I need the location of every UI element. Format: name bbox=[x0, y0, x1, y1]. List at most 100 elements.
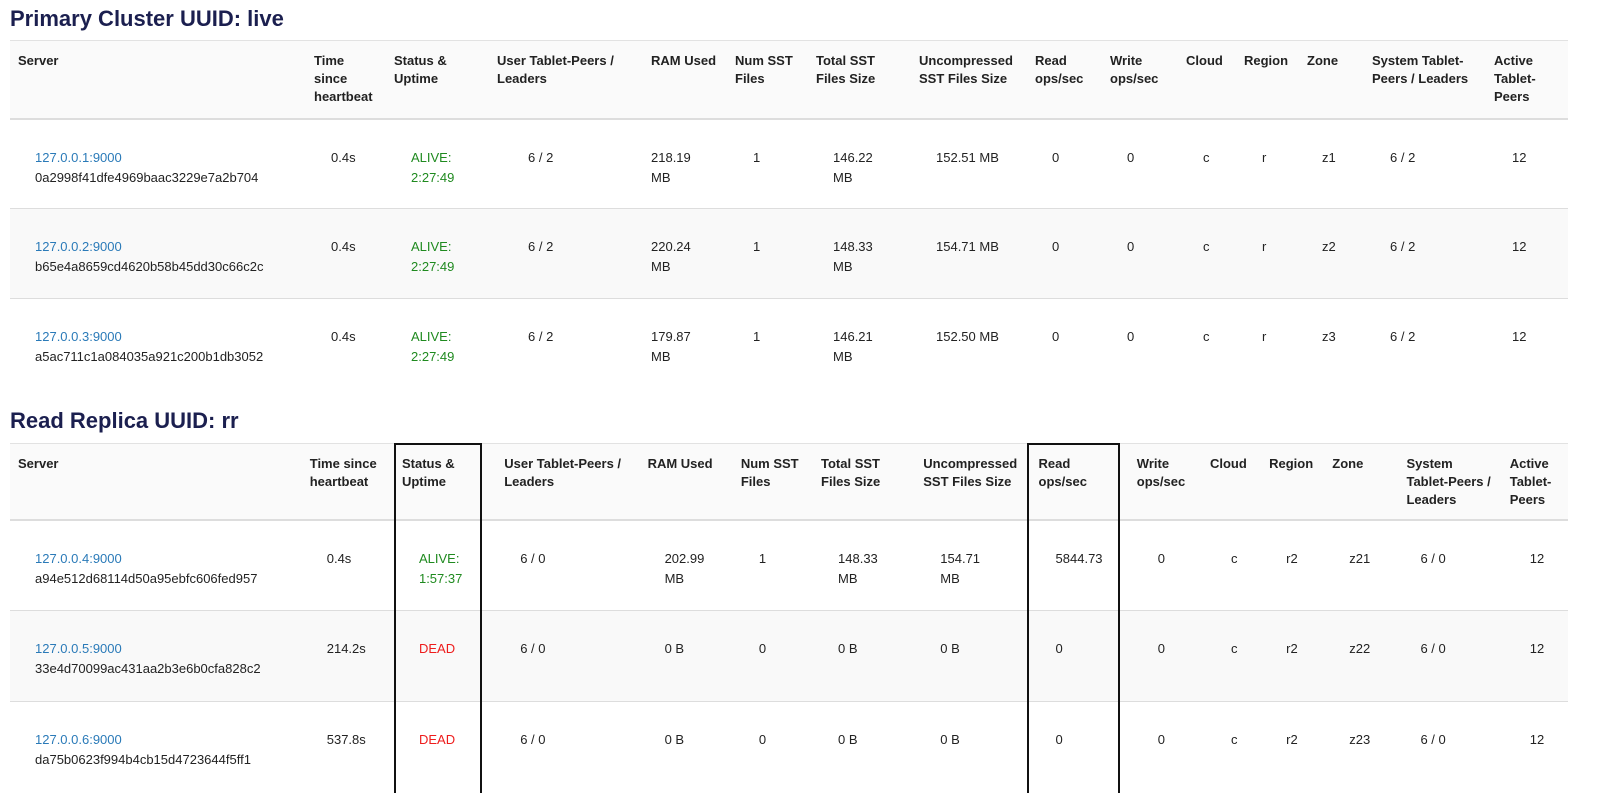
read-ops-value: 0 bbox=[1052, 239, 1060, 254]
cloud-value: c bbox=[1230, 550, 1238, 566]
system-tablet-peers-value: 6 / 2 bbox=[1390, 239, 1416, 254]
column-header-write-ops: Write ops/sec bbox=[1128, 443, 1202, 521]
cell-num-sst-files: 0 bbox=[732, 701, 814, 793]
read-ops-value: 0 bbox=[1055, 732, 1063, 747]
cell-region: r bbox=[1236, 208, 1299, 299]
header-row: Server Time since heartbeat Status & Uptim… bbox=[10, 443, 1568, 521]
server-link[interactable]: 127.0.0.2:9000 bbox=[35, 239, 122, 254]
server-link[interactable]: 127.0.0.4:9000 bbox=[35, 550, 122, 566]
server-link[interactable]: 127.0.0.5:9000 bbox=[35, 641, 122, 656]
column-header-server: Server bbox=[10, 40, 306, 120]
cell-cloud: c bbox=[1178, 208, 1236, 299]
column-header-region: Region bbox=[1236, 40, 1299, 120]
cell-user-tablet-peers: 6 / 0 bbox=[496, 610, 640, 702]
uncompressed-sst-files-size-value: 154.71 MB bbox=[940, 550, 981, 586]
server-uuid: da75b0623f994b4cb15d4723644f5ff1 bbox=[35, 752, 251, 767]
cell-status-uptime: ALIVE: 2:27:49 bbox=[386, 208, 489, 299]
user-tablet-peers-value: 6 / 0 bbox=[520, 641, 546, 656]
cell-status-uptime: ALIVE: 1:57:37 bbox=[393, 519, 497, 611]
cloud-value: c bbox=[1203, 149, 1210, 165]
cell-region: r2 bbox=[1261, 701, 1325, 793]
zone-value: z22 bbox=[1349, 641, 1371, 656]
total-sst-files-size-value: 148.33 MB bbox=[838, 550, 878, 586]
cell-num-sst-files: 1 bbox=[727, 208, 808, 299]
system-tablet-peers-value: 6 / 0 bbox=[1420, 550, 1446, 566]
table-row: 127.0.0.5:9000 33e4d70099ac431aa2b3e6b0cf… bbox=[10, 610, 1568, 702]
cell-write-ops: 0 bbox=[1102, 118, 1178, 209]
column-header-total-sst-files-size: Total SST Files Size bbox=[808, 40, 911, 120]
active-tablet-peers-value: 12 bbox=[1512, 149, 1527, 165]
read-ops-value: 0 bbox=[1052, 329, 1060, 344]
server-link[interactable]: 127.0.0.3:9000 bbox=[35, 329, 122, 344]
cell-server: 127.0.0.5:9000 33e4d70099ac431aa2b3e6b0cf… bbox=[10, 610, 302, 702]
header-row: Server Time since heartbeat Status & Uptim… bbox=[10, 40, 1568, 120]
time-since-heartbeat-value: 0.4s bbox=[331, 239, 356, 254]
cell-time-since-heartbeat: 0.4s bbox=[306, 298, 386, 389]
region-value: r bbox=[1262, 149, 1267, 165]
cell-ram-used: 220.24 MB bbox=[643, 208, 727, 299]
status-uptime-value: ALIVE: 1:57:37 bbox=[418, 550, 463, 586]
cell-user-tablet-peers: 6 / 2 bbox=[489, 298, 643, 389]
active-tablet-peers-value: 12 bbox=[1529, 641, 1545, 656]
system-tablet-peers-value: 6 / 0 bbox=[1420, 732, 1446, 747]
cell-total-sst-files-size: 0 B bbox=[813, 610, 916, 702]
num-sst-files-value: 0 bbox=[758, 732, 767, 747]
cell-status-uptime: DEAD bbox=[393, 701, 497, 793]
cell-read-ops: 0 bbox=[1027, 208, 1102, 299]
uncompressed-sst-files-size-value: 0 B bbox=[940, 732, 960, 747]
cell-system-tablet-peers: 6 / 2 bbox=[1364, 118, 1486, 209]
cell-write-ops: 0 bbox=[1102, 208, 1178, 299]
column-header-time-since-heartbeat: Time since heartbeat bbox=[301, 443, 394, 521]
cell-time-since-heartbeat: 0.4s bbox=[306, 208, 386, 299]
system-tablet-peers-value: 6 / 0 bbox=[1420, 641, 1446, 656]
cell-num-sst-files: 1 bbox=[727, 118, 808, 209]
column-header-status-uptime: Status & Uptime bbox=[393, 443, 497, 521]
active-tablet-peers-value: 12 bbox=[1512, 329, 1527, 344]
region-value: r2 bbox=[1286, 732, 1298, 747]
user-tablet-peers-value: 6 / 0 bbox=[520, 732, 546, 747]
active-tablet-peers-value: 12 bbox=[1529, 732, 1545, 747]
read-ops-value: 0 bbox=[1052, 149, 1060, 165]
user-tablet-peers-value: 6 / 2 bbox=[528, 149, 554, 165]
table-row: 127.0.0.4:9000 a94e512d68114d50a95ebfc606… bbox=[10, 519, 1568, 611]
cell-system-tablet-peers: 6 / 2 bbox=[1364, 298, 1486, 389]
num-sst-files-value: 1 bbox=[753, 239, 761, 254]
cell-ram-used: 0 B bbox=[639, 701, 733, 793]
zone-value: z23 bbox=[1349, 732, 1371, 747]
read-ops-value: 5844.73 bbox=[1055, 550, 1103, 566]
cell-ram-used: 202.99 MB bbox=[639, 519, 733, 611]
server-link[interactable]: 127.0.0.1:9000 bbox=[35, 149, 122, 165]
column-header-server: Server bbox=[10, 443, 302, 521]
system-tablet-peers-value: 6 / 2 bbox=[1390, 149, 1416, 165]
column-header-ram-used: RAM Used bbox=[639, 443, 733, 521]
server-uuid: 0a2998f41dfe4969baac3229e7a2b704 bbox=[35, 169, 259, 185]
cell-zone: z23 bbox=[1324, 701, 1399, 793]
uncompressed-sst-files-size-value: 152.50 MB bbox=[936, 329, 999, 344]
ram-used-value: 179.87 MB bbox=[651, 329, 691, 364]
column-header-cloud: Cloud bbox=[1201, 443, 1262, 521]
cell-total-sst-files-size: 0 B bbox=[813, 701, 916, 793]
cloud-value: c bbox=[1203, 239, 1210, 254]
status-uptime-value: DEAD bbox=[418, 641, 456, 656]
cell-time-since-heartbeat: 0.4s bbox=[301, 519, 394, 611]
column-header-total-sst-files-size: Total SST Files Size bbox=[813, 443, 916, 521]
cell-cloud: c bbox=[1201, 701, 1262, 793]
cell-total-sst-files-size: 148.33 MB bbox=[808, 208, 911, 299]
num-sst-files-value: 1 bbox=[753, 329, 761, 344]
cell-system-tablet-peers: 6 / 0 bbox=[1398, 610, 1502, 702]
total-sst-files-size-value: 146.21 MB bbox=[833, 329, 873, 364]
primary-cluster-table: Server Time since heartbeat Status & Uptim… bbox=[10, 40, 1568, 389]
user-tablet-peers-value: 6 / 2 bbox=[528, 239, 554, 254]
status-uptime-value: ALIVE: 2:27:49 bbox=[411, 329, 455, 364]
cell-ram-used: 179.87 MB bbox=[643, 298, 727, 389]
server-link[interactable]: 127.0.0.6:9000 bbox=[35, 732, 122, 747]
status-uptime-value: ALIVE: 2:27:49 bbox=[411, 149, 455, 185]
uncompressed-sst-files-size-value: 154.71 MB bbox=[936, 239, 999, 254]
ram-used-value: 0 B bbox=[664, 732, 685, 747]
time-since-heartbeat-value: 537.8s bbox=[326, 732, 366, 747]
cell-num-sst-files: 1 bbox=[732, 519, 814, 611]
cell-num-sst-files: 1 bbox=[727, 298, 808, 389]
cell-zone: z21 bbox=[1324, 519, 1399, 611]
cell-zone: z3 bbox=[1299, 298, 1364, 389]
region-value: r bbox=[1262, 329, 1267, 344]
